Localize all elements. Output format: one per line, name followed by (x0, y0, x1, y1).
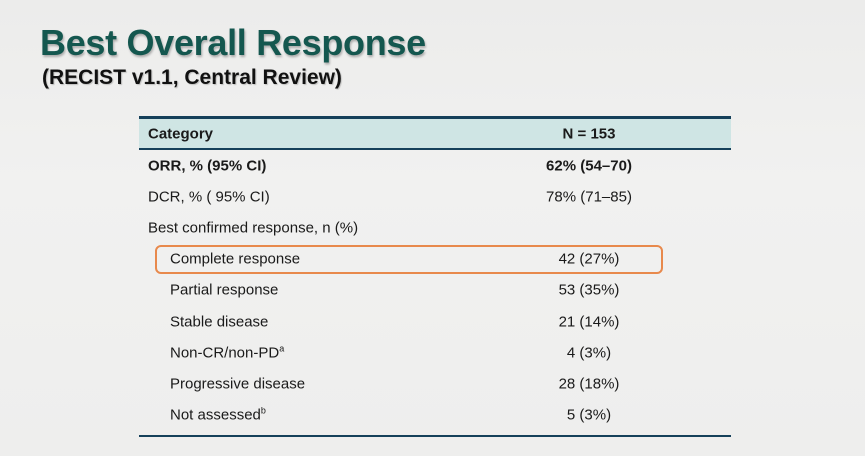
table-row-stable-disease: Stable disease 21 (14%) (139, 306, 731, 337)
row-label: Stable disease (170, 313, 269, 331)
row-value: 78% (71–85) (546, 188, 632, 206)
row-label: Progressive disease (170, 375, 306, 393)
row-value: 21 (14%) (558, 313, 620, 331)
row-label: Best confirmed response, n (%) (148, 219, 359, 237)
row-label-with-footnote: Not assessedb (170, 405, 266, 424)
table-top-rule (139, 116, 731, 119)
table-bottom-rule (139, 434, 731, 437)
row-label: DCR, % ( 95% CI) (148, 188, 270, 206)
row-value: 53 (35%) (558, 281, 620, 299)
row-value: 62% (54–70) (546, 157, 632, 175)
table-row-non-cr-non-pd: Non-CR/non-PDa 4 (3%) (139, 337, 731, 368)
row-value: 4 (3%) (566, 344, 612, 362)
table-row-dcr: DCR, % ( 95% CI) 78% (71–85) (139, 181, 731, 212)
row-value: 28 (18%) (558, 375, 620, 393)
row-label-text: Non-CR/non-PD (170, 344, 280, 362)
table-row-progressive-disease: Progressive disease 28 (18%) (139, 368, 731, 399)
table-row-best-confirmed-response: Best confirmed response, n (%) (139, 212, 731, 243)
row-label-with-footnote: Non-CR/non-PDa (170, 343, 285, 362)
row-label: ORR, % (95% CI) (148, 157, 267, 175)
slide-title: Best Overall Response (40, 22, 426, 63)
row-value: 42 (27%) (558, 250, 620, 268)
response-table: Category N = 153 ORR, % (95% CI) 62% (54… (139, 116, 731, 437)
table-row-orr: ORR, % (95% CI) 62% (54–70) (139, 150, 731, 181)
footnote-marker: b (260, 405, 266, 416)
header-n: N = 153 (562, 125, 616, 143)
row-label-text: Not assessed (170, 406, 261, 424)
header-category: Category (148, 125, 214, 143)
highlight-box (155, 244, 663, 274)
footnote-marker: a (279, 343, 285, 354)
table-header: Category N = 153 (139, 119, 731, 150)
table-row-partial-response: Partial response 53 (35%) (139, 275, 731, 306)
row-label: Partial response (170, 281, 279, 299)
row-value: 5 (3%) (566, 406, 612, 424)
row-label: Complete response (170, 250, 301, 268)
table-row-complete-response: Complete response 42 (27%) (139, 244, 731, 275)
table-row-not-assessed: Not assessedb 5 (3%) (139, 400, 731, 431)
slide-subtitle: (RECIST v1.1, Central Review) (42, 66, 342, 89)
